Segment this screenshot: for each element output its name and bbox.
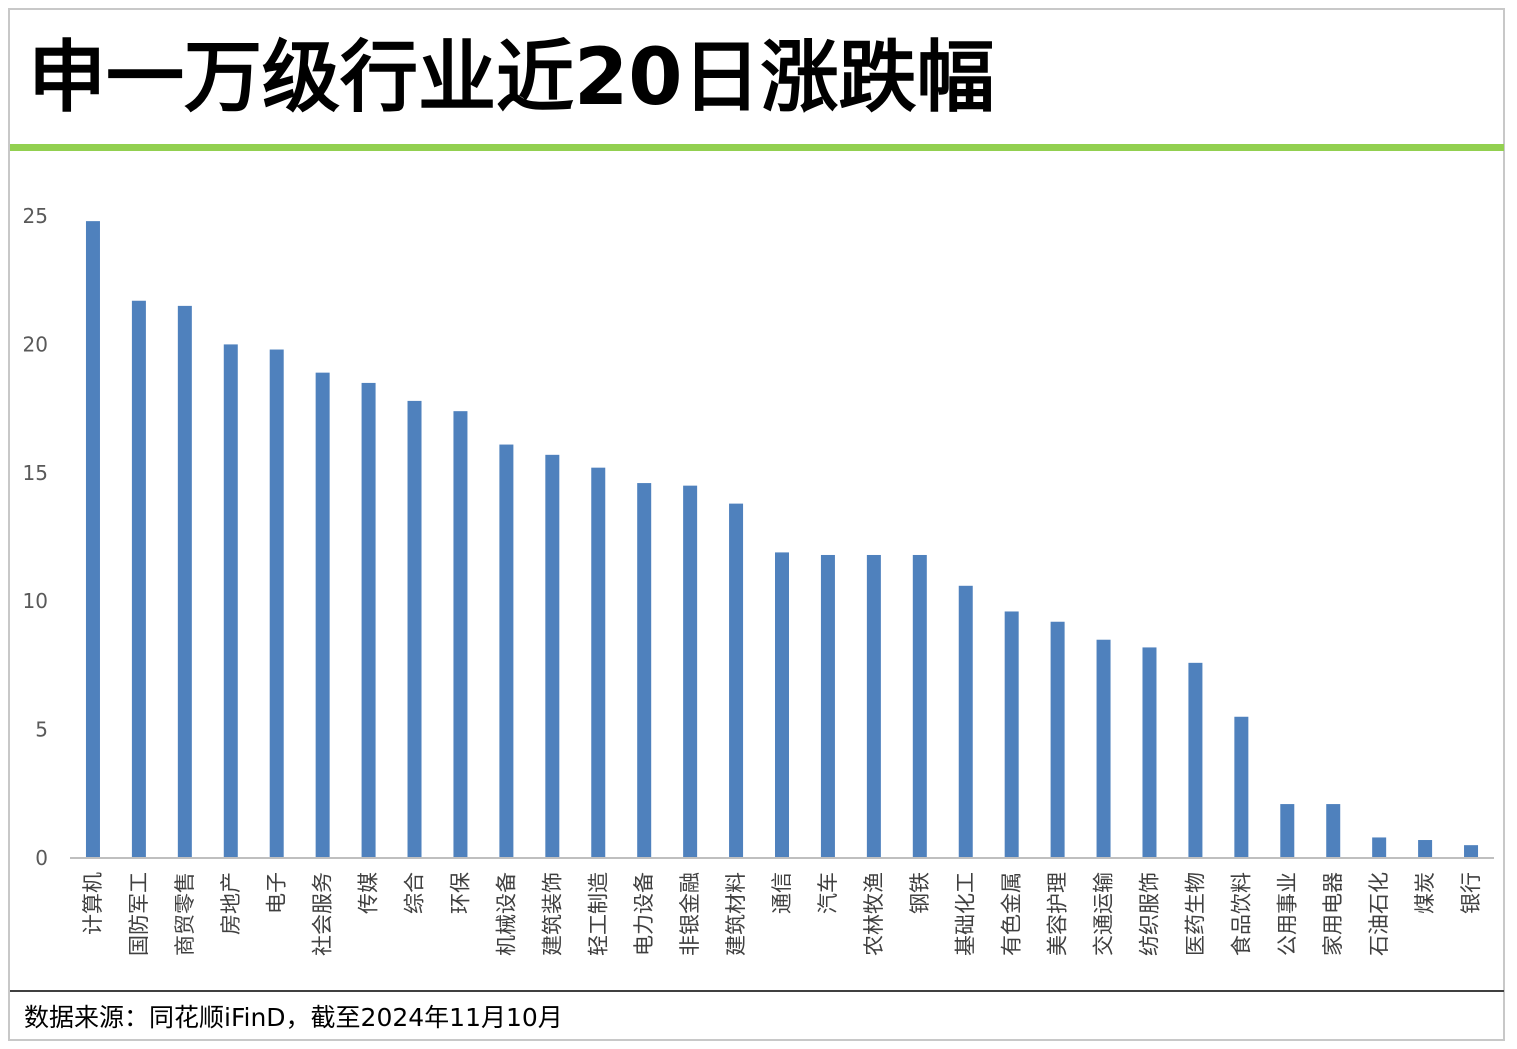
x-tick-label: 美容护理 xyxy=(1046,872,1070,956)
x-tick-label: 机械设备 xyxy=(494,872,518,956)
x-tick-label: 通信 xyxy=(770,872,794,914)
bar xyxy=(269,349,284,858)
bar xyxy=(315,372,330,858)
x-tick-label: 煤炭 xyxy=(1413,872,1437,914)
chart-title: 申一万级行业近20日涨跌幅 xyxy=(28,33,995,123)
x-tick-label: 非银金融 xyxy=(678,872,702,956)
x-tick-label: 汽车 xyxy=(816,872,840,914)
bar xyxy=(361,382,376,858)
y-tick-label: 0 xyxy=(35,846,48,870)
x-tick-label: 国防军工 xyxy=(127,872,151,956)
x-tick-label: 纺织服饰 xyxy=(1137,872,1161,956)
x-tick-label: 石油石化 xyxy=(1367,872,1391,956)
x-tick-label: 电子 xyxy=(265,872,289,914)
bar xyxy=(85,221,100,859)
x-tick-label: 农林牧渔 xyxy=(862,872,886,956)
bar xyxy=(1280,804,1295,858)
y-tick-label: 10 xyxy=(23,589,48,613)
bar xyxy=(820,554,835,858)
bar xyxy=(729,503,744,858)
bar xyxy=(177,305,192,858)
bar xyxy=(1188,662,1203,858)
bar xyxy=(545,454,560,858)
x-tick-label: 公用事业 xyxy=(1275,872,1299,956)
bar xyxy=(453,411,468,858)
x-tick-label: 环保 xyxy=(448,872,472,914)
chart-frame xyxy=(8,8,1505,1041)
bar xyxy=(591,467,606,858)
bar xyxy=(1142,647,1157,858)
source-divider xyxy=(10,990,1504,992)
y-tick-label: 5 xyxy=(35,718,48,742)
x-tick-label: 银行 xyxy=(1459,872,1483,914)
x-tick-label: 食品饮料 xyxy=(1229,872,1253,956)
x-tick-label: 家用电器 xyxy=(1321,872,1345,956)
bar-chart: 0 5 10 15 20 25 计算机 国防军工 商贸零售 房地产 电子 社会服务 传媒 综合 环保 机械设备… xyxy=(23,204,1494,956)
x-tick-label: 交通运输 xyxy=(1092,872,1116,956)
bar xyxy=(407,400,422,858)
title-divider xyxy=(10,144,1504,151)
y-tick-label: 20 xyxy=(23,332,48,356)
bar xyxy=(223,344,238,858)
bar xyxy=(912,554,927,858)
bar xyxy=(1464,845,1479,858)
y-tick-label: 25 xyxy=(23,204,48,228)
x-tick-label: 建筑材料 xyxy=(724,872,748,956)
x-tick-label: 电力设备 xyxy=(632,872,656,956)
bar xyxy=(866,554,881,858)
x-tick-label: 轻工制造 xyxy=(586,872,610,956)
y-tick-label: 15 xyxy=(23,461,48,485)
bar xyxy=(637,483,652,858)
x-tick-label: 计算机 xyxy=(81,872,105,935)
x-tick-label: 钢铁 xyxy=(908,872,932,914)
source-note: 数据来源：同花顺iFinD，截至2024年11月10月 xyxy=(24,1003,563,1032)
x-tick-label: 综合 xyxy=(403,872,427,914)
bar xyxy=(499,444,514,858)
bar xyxy=(1050,621,1065,858)
x-tick-label: 商贸零售 xyxy=(173,872,197,956)
bar xyxy=(1234,716,1249,858)
bar xyxy=(775,552,789,858)
bar xyxy=(1096,639,1111,858)
bar xyxy=(1326,804,1341,858)
x-tick-label: 建筑装饰 xyxy=(540,872,564,956)
x-tick-label: 有色金属 xyxy=(1000,872,1024,956)
bar xyxy=(1004,611,1019,858)
bar xyxy=(1418,840,1433,858)
bar xyxy=(958,585,973,858)
x-tick-label: 基础化工 xyxy=(954,872,978,956)
bar xyxy=(131,300,146,858)
bar xyxy=(683,485,698,858)
bar xyxy=(1372,837,1387,858)
x-tick-label: 传媒 xyxy=(357,872,381,914)
x-tick-label: 房地产 xyxy=(219,872,243,935)
x-tick-label: 医药生物 xyxy=(1183,872,1207,956)
x-tick-label: 社会服务 xyxy=(311,872,335,956)
